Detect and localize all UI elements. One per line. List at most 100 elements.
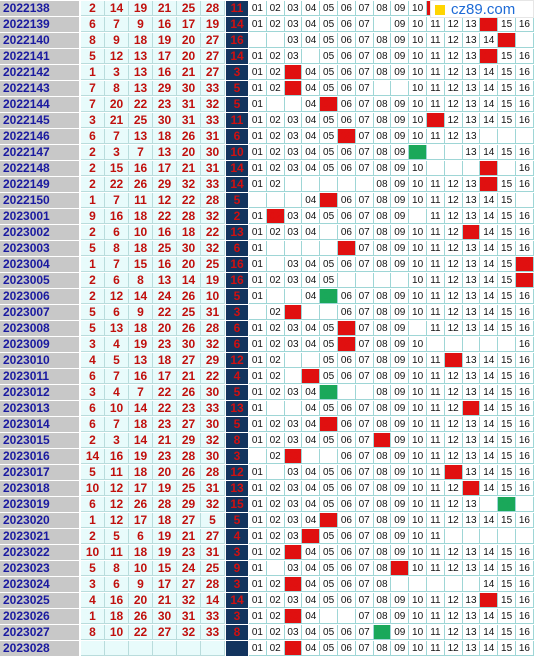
red-ball-number: 19 (153, 481, 177, 496)
trend-cell-10: 10 (409, 241, 427, 256)
trend-cell-10: 10 (409, 1, 427, 16)
trend-cell-15 (498, 337, 516, 352)
trend-cell-04: 04 (302, 561, 321, 576)
table-row: 2023024 3 6 9 17 27 28 3 01 02 03 04 05 06 07 08 14 15 16 (0, 577, 534, 593)
trend-cell-05: 05 (320, 465, 338, 480)
trend-cell-15: 15 (498, 17, 516, 32)
trend-cell-13: 13 (462, 129, 481, 144)
trend-cell-14: 14 (480, 145, 499, 160)
trend-cell-15: 15 (498, 321, 516, 336)
issue-number: 2022149 (0, 177, 80, 192)
red-ball-number: 3 (105, 145, 129, 160)
trend-cell-04: 04 (302, 129, 321, 144)
trend-cell-07: 07 (355, 449, 374, 464)
trend-cell-04 (302, 49, 321, 64)
trend-cell-12: 12 (444, 193, 463, 208)
table-row: 2022139 6 7 9 16 17 19 14 01 02 03 04 05 06 07 09 10 11 12… (0, 17, 534, 33)
blue-ball-number: 5 (226, 193, 248, 208)
trend-cell-03: 03 (284, 129, 303, 144)
red-ball-number: 2 (81, 529, 105, 544)
trend-cell-06: 06 (338, 161, 356, 176)
red-ball-number: 5 (81, 241, 105, 256)
trend-cell-15: 15 (498, 241, 516, 256)
red-ball-number: 20 (177, 49, 201, 64)
trend-cell-10: 10 (409, 561, 427, 576)
blue-ball-number: 5 (226, 385, 248, 400)
trend-cell-01: 01 (249, 577, 267, 592)
table-row: 2023026 1 18 26 30 31 33 3 01 02 03 04 07 08 09 10 11 12 1… (0, 609, 534, 625)
trend-cell-04 (302, 241, 321, 256)
trend-cell-09: 09 (391, 289, 410, 304)
trend-cell-12: 12 (444, 49, 463, 64)
issue-number: 2023009 (0, 337, 80, 352)
trend-cell-13: 13 (462, 113, 481, 128)
red-ball-number: 7 (105, 193, 129, 208)
trend-cell-01: 01 (249, 161, 267, 176)
red-ball-number: 26 (177, 321, 201, 336)
red-ball-number: 6 (81, 401, 105, 416)
trend-cell-16: 16 (516, 433, 534, 448)
trend-cell-14: 14 (480, 193, 499, 208)
trend-cell-07: 07 (355, 625, 374, 640)
red-ball-number: 8 (81, 625, 105, 640)
trend-cell-01 (249, 33, 267, 48)
trend-cell-15: 15 (498, 209, 516, 224)
issue-number: 2023026 (0, 609, 80, 624)
trend-cell-10: 10 (409, 113, 427, 128)
red-ball-number: 10 (129, 225, 153, 240)
red-ball-number: 32 (201, 97, 225, 112)
red-ball-number (201, 641, 225, 656)
red-ball-number (129, 641, 153, 656)
trend-cell-07: 07 (355, 561, 374, 576)
trend-cell-04: 04 (302, 593, 321, 608)
trend-cell-13 (462, 161, 481, 176)
red-ball-number: 14 (105, 1, 129, 16)
trend-cell-02: 02 (266, 225, 285, 240)
red-ball-number: 10 (201, 289, 225, 304)
trend-cell-04: 04 (302, 257, 321, 272)
trend-cell-13: 13 (462, 33, 481, 48)
trend-cell-11: 11 (427, 417, 445, 432)
table-row: 2023002 2 6 10 16 18 22 13 01 02 03 04 06 07 08 09 10 11 1… (0, 225, 534, 241)
trend-cell-11: 11 (427, 65, 445, 80)
red-ball-number: 21 (177, 529, 201, 544)
trend-cell-01: 01 (249, 241, 267, 256)
issue-number: 2022141 (0, 49, 80, 64)
trend-cell-06: 06 (338, 577, 356, 592)
trend-cell-12: 12 (444, 497, 463, 512)
red-ball-number: 19 (153, 545, 177, 560)
red-ball-number: 21 (105, 113, 129, 128)
trend-cell-04: 04 (302, 1, 321, 16)
trend-cell-07: 07 (355, 497, 374, 512)
trend-cell-11: 11 (427, 529, 445, 544)
trend-cell-05 (320, 305, 338, 320)
trend-cell-12: 12 (444, 641, 463, 656)
red-ball-number: 27 (177, 417, 201, 432)
trend-cell-16: 16 (516, 385, 534, 400)
blue-ball-number: 14 (226, 593, 248, 608)
red-ball-number: 2 (81, 225, 105, 240)
trend-cell-04: 04 (302, 529, 321, 544)
table-row: 2023022 10 11 18 19 23 31 3 01 02 03 04 05 06 07 08 09 10… (0, 545, 534, 561)
trend-cell-13: 13 (462, 289, 481, 304)
red-ball-number: 5 (81, 305, 105, 320)
trend-cell-07: 07 (355, 545, 374, 560)
red-ball-number: 29 (153, 177, 177, 192)
trend-cell-09: 09 (391, 449, 410, 464)
red-ball-number: 28 (201, 321, 225, 336)
red-ball-number: 20 (177, 145, 201, 160)
red-ball-number: 3 (105, 65, 129, 80)
red-ball-number: 31 (201, 481, 225, 496)
trend-cell-11 (427, 161, 445, 176)
red-ball-number: 7 (81, 97, 105, 112)
trend-cell-03: 03 (284, 49, 303, 64)
trend-cell-14: 14 (480, 273, 499, 288)
red-ball-number: 18 (153, 129, 177, 144)
red-ball-number: 30 (201, 145, 225, 160)
trend-cell-13 (462, 577, 481, 592)
trend-cell-04: 04 (302, 193, 321, 208)
trend-cell-01: 01 (249, 433, 267, 448)
trend-cell-03 (284, 241, 303, 256)
trend-cell-02: 02 (266, 145, 285, 160)
trend-cell-10: 10 (409, 529, 427, 544)
